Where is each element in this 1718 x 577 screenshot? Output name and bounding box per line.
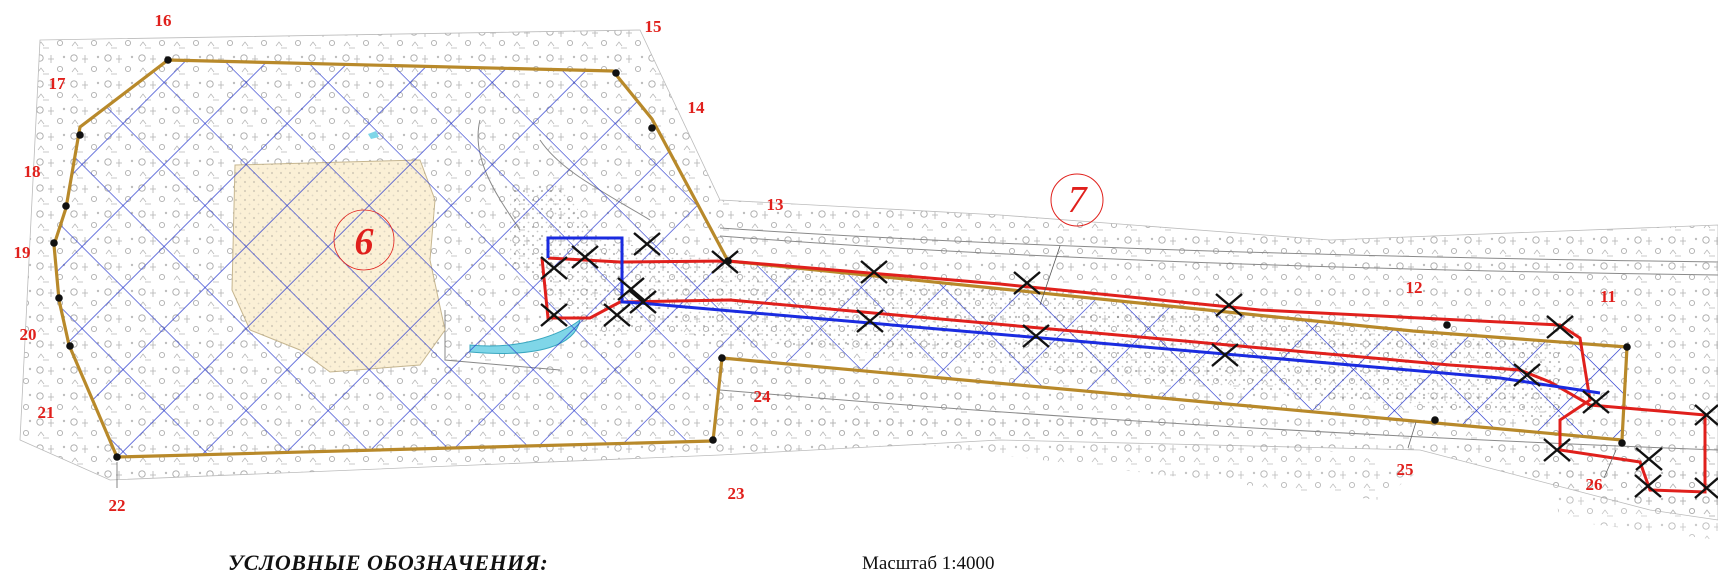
- vertex-16: [164, 56, 172, 64]
- vertex-20: [55, 294, 63, 302]
- scale-label: Масштаб 1:4000: [862, 553, 995, 574]
- vertex-19: [50, 239, 58, 247]
- vertex-13: [724, 257, 732, 265]
- point-label-24: 24: [753, 387, 771, 406]
- point-label-11: 11: [1599, 287, 1617, 306]
- x-marker: [633, 232, 661, 256]
- point-label-12: 12: [1405, 278, 1423, 297]
- x-marker: [540, 256, 568, 280]
- x-marker: [540, 303, 568, 327]
- legend-title: УСЛОВНЫЕ ОБОЗНАЧЕНИЯ:: [228, 550, 549, 575]
- zone-6-circle: [333, 209, 395, 271]
- point-label-21: 21: [37, 403, 55, 422]
- x-marker: [1582, 390, 1610, 414]
- point-label-20: 20: [19, 325, 37, 344]
- vertex-22: [113, 453, 121, 461]
- point-label-14: 14: [687, 98, 705, 117]
- blue-route-line: [546, 236, 1601, 395]
- x-marker: [856, 309, 884, 333]
- vertex-26: [1618, 439, 1626, 447]
- x-marker: [1635, 447, 1663, 471]
- x-marker: [1694, 477, 1718, 499]
- zone-6-label: 6: [354, 221, 374, 263]
- point-25-leader: [1407, 421, 1417, 449]
- point-label-19: 19: [13, 243, 31, 262]
- vertex-15: [612, 69, 620, 77]
- x-marker: [1513, 363, 1541, 387]
- vertex-24: [718, 354, 726, 362]
- point-label-17: 17: [48, 74, 66, 93]
- vertex-23: [709, 436, 717, 444]
- x-marker: [1634, 474, 1662, 498]
- point-label-18: 18: [23, 162, 41, 181]
- x-marker: [1211, 343, 1239, 367]
- x-marker: [1013, 271, 1041, 295]
- point-label-23: 23: [727, 484, 745, 503]
- x-marker: [1546, 315, 1574, 339]
- x-marker: [1694, 404, 1718, 426]
- point-label-25: 25: [1396, 460, 1414, 479]
- x-marker: [860, 260, 888, 284]
- point-label-16: 16: [154, 11, 172, 30]
- red-route-line: [540, 256, 1707, 494]
- vertex-17: [76, 131, 84, 139]
- point-label-26: 26: [1585, 475, 1603, 494]
- x-marker: [1543, 438, 1571, 462]
- x-marker: [571, 245, 599, 269]
- zone-7-leader: [1039, 245, 1061, 306]
- point-label-22: 22: [108, 496, 126, 515]
- zone-7-circle: [1050, 173, 1104, 227]
- vertex-12: [1443, 321, 1451, 329]
- vertex-14: [648, 124, 656, 132]
- vertex-11: [1623, 343, 1631, 351]
- x-marker: [1215, 293, 1243, 317]
- vertex-25: [1431, 416, 1439, 424]
- zone-7-label: 7: [1067, 179, 1087, 221]
- x-marker: [603, 303, 631, 327]
- vertex-18: [62, 202, 70, 210]
- x-marker: [629, 290, 657, 314]
- point-label-13: 13: [766, 195, 784, 214]
- x-marker: [1022, 324, 1050, 348]
- point-26-leader: [1603, 449, 1617, 479]
- zone-boundary: [52, 58, 1629, 459]
- vertex-21: [66, 342, 74, 350]
- point-label-15: 15: [644, 17, 662, 36]
- vertex-points: [50, 56, 1631, 461]
- x-markers: [540, 232, 1718, 499]
- x-marker: [617, 277, 645, 301]
